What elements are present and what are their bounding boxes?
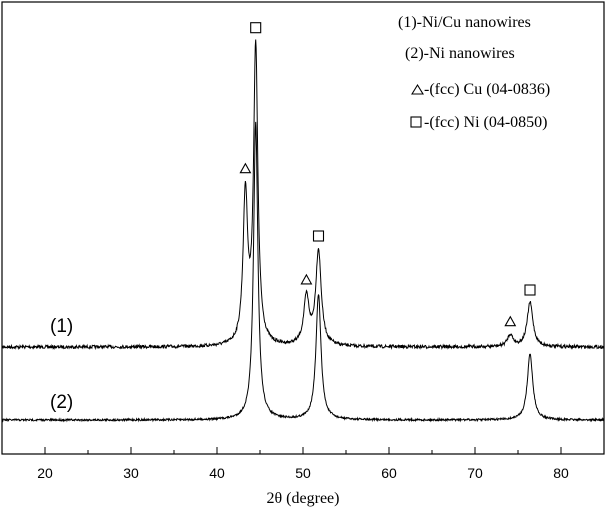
x-tick-label: 70 (467, 465, 483, 481)
series-layer (1, 39, 605, 423)
x-tick-label: 60 (381, 465, 397, 481)
legend-entry-4: -(fcc) Ni (04-0850) (424, 114, 548, 131)
peak-marker-square-icon (524, 284, 536, 296)
peak-marker-layer (239, 22, 536, 327)
legend: (1)-Ni/Cu nanowires (2)-Ni nanowires -(f… (398, 14, 550, 131)
legend-entry-1: (1)-Ni/Cu nanowires (398, 14, 531, 31)
peak-marker-triangle-icon (239, 162, 252, 174)
plot-frame (1, 1, 605, 455)
x-tick-label: 20 (37, 465, 53, 481)
peak-marker-triangle-icon (300, 273, 313, 285)
x-tick-label: 50 (295, 465, 311, 481)
square-icon (410, 116, 422, 128)
x-tick-label: 30 (123, 465, 139, 481)
legend-entry-2: (2)-Ni nanowires (405, 45, 515, 62)
x-tick-label: 80 (553, 465, 569, 481)
peak-marker-square-icon (250, 22, 262, 34)
series-line-2 (1, 121, 605, 423)
x-axis-ticks: 20 30 40 50 60 70 80 (1, 447, 605, 481)
series-line-1 (1, 39, 605, 351)
peak-marker-square-icon (312, 230, 325, 242)
legend-entry-3: -(fcc) Cu (04-0836) (424, 81, 550, 98)
series-label-2: (2) (50, 392, 73, 413)
triangle-icon (411, 83, 424, 95)
x-tick-label: 40 (209, 465, 225, 481)
peak-marker-triangle-icon (504, 315, 517, 327)
x-axis-title: 2θ (degree) (267, 490, 340, 507)
series-label-1: (1) (50, 316, 73, 337)
